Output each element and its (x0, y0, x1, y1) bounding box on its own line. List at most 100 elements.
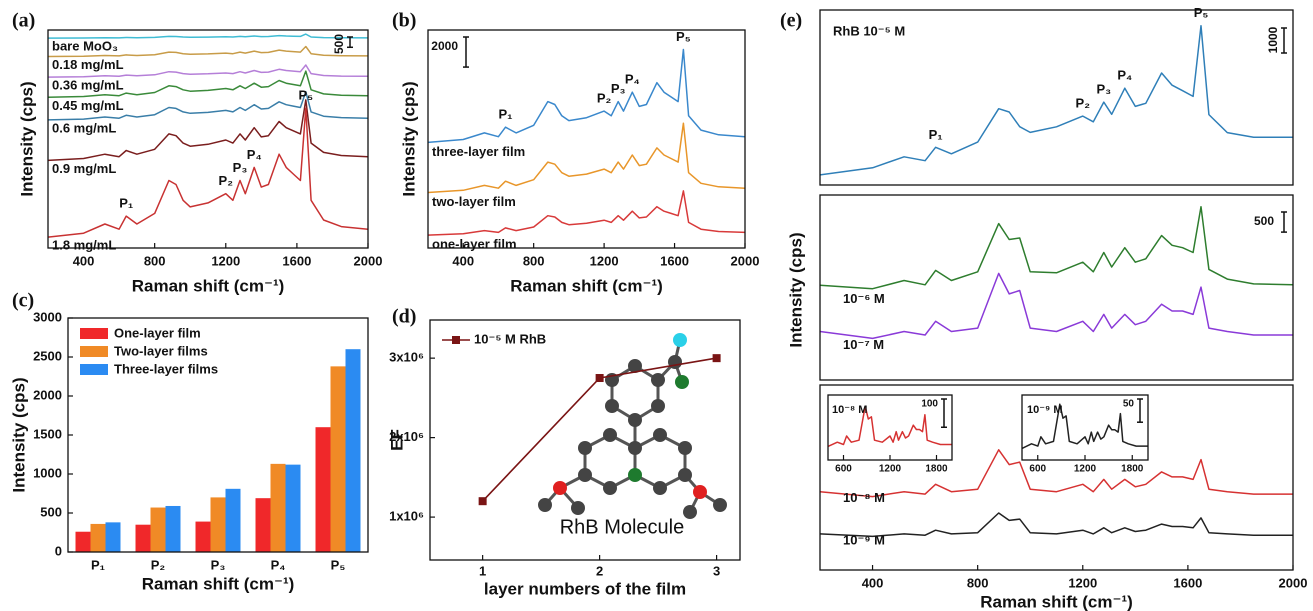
x-tick-label: P₄ (271, 557, 286, 572)
x-tick-label: P₂ (151, 557, 166, 572)
y-tick-label: 1500 (33, 426, 62, 441)
x-tick-label: P₅ (331, 557, 346, 572)
scale-bar-label: 50 (1123, 399, 1135, 410)
y-axis-title: Intensity (cps) (399, 81, 418, 196)
x-tick-label: 2000 (731, 253, 760, 268)
x-tick-label: 800 (967, 575, 989, 590)
x-tick-label: 1200 (1074, 464, 1097, 475)
series-label: 10⁻⁸ M (832, 404, 867, 416)
x-tick-label: 1600 (1173, 575, 1202, 590)
peak-label: P₅ (1194, 5, 1209, 20)
series-label: bare MoO₃ (52, 39, 118, 54)
bar (76, 532, 91, 552)
y-tick-label: 1000 (33, 465, 62, 480)
x-tick-label: 400 (73, 253, 95, 268)
page: {"chart_data": [ {"type": "line", "panel… (0, 0, 1313, 611)
marker (713, 354, 721, 362)
x-axis-title: layer numbers of the film (484, 579, 686, 598)
series-line (820, 513, 1293, 536)
x-tick-label: 1200 (211, 253, 240, 268)
legend-swatch (80, 364, 108, 375)
x-tick-label: 600 (835, 464, 852, 475)
bar (346, 349, 361, 552)
peak-label: P₅ (298, 88, 313, 103)
x-axis-title: Raman shift (cm⁻¹) (142, 574, 295, 593)
bar (331, 366, 346, 552)
x-tick-label: 1800 (1121, 464, 1144, 475)
legend-swatch (80, 346, 108, 357)
peak-label: P₁ (929, 127, 943, 142)
y-axis-title: Intensity (cps) (17, 81, 36, 196)
x-tick-label: 1200 (1068, 575, 1097, 590)
bar (91, 524, 106, 552)
x-tick-label: P₁ (91, 557, 105, 572)
panel-label: (b) (392, 10, 416, 32)
bar (106, 522, 121, 552)
y-tick-label: 1x10⁶ (389, 509, 424, 524)
panel-label: (c) (12, 290, 34, 312)
x-tick-label: 3 (713, 563, 720, 578)
panel-label: (a) (12, 10, 35, 32)
x-tick-label: 400 (862, 575, 884, 590)
series-label: 10⁻⁶ M (843, 291, 885, 306)
x-tick-label: 800 (144, 253, 166, 268)
peak-label: P₂ (1076, 96, 1091, 111)
scale-bar-label: 500 (1254, 214, 1274, 228)
bar (166, 506, 181, 552)
panel-label: (d) (392, 306, 416, 328)
x-tick-label: 1800 (925, 464, 948, 475)
x-tick-label: 2000 (1279, 575, 1308, 590)
y-tick-label: 2500 (33, 348, 62, 363)
scale-bar-label: 2000 (431, 39, 458, 53)
x-tick-label: 2000 (354, 253, 383, 268)
marker (596, 374, 604, 382)
series-label: 10⁻⁹ M (1027, 404, 1062, 416)
bar (286, 465, 301, 552)
scale-bar-label: 500 (332, 34, 346, 54)
series-label: 0.9 mg/mL (52, 161, 116, 176)
series-label: one-layer film (432, 237, 517, 252)
peak-label: P₁ (498, 107, 512, 122)
panel-label: (e) (780, 10, 802, 32)
x-tick-label: 1200 (590, 253, 619, 268)
bar (211, 497, 226, 552)
series-label: two-layer film (432, 194, 516, 209)
legend-label: One-layer film (114, 325, 201, 340)
bar (316, 427, 331, 552)
molecule-caption: RhB Molecule (560, 516, 685, 538)
legend-label: Three-layer films (114, 361, 218, 376)
peak-label: P₂ (597, 91, 612, 106)
plot-frame (820, 195, 1293, 380)
legend-marker (452, 336, 460, 344)
series-label: 10⁻⁸ M (843, 490, 885, 505)
y-tick-label: 3x10⁶ (389, 350, 424, 365)
series-label: 0.6 mg/mL (52, 120, 116, 135)
y-tick-label: 2x10⁶ (389, 429, 424, 444)
x-tick-label: 400 (452, 253, 474, 268)
bar (271, 464, 286, 552)
series-label: RhB 10⁻⁵ M (833, 23, 905, 38)
y-tick-label: 2000 (33, 387, 62, 402)
bar (256, 498, 271, 552)
x-tick-label: 1600 (660, 253, 689, 268)
legend-label: 10⁻⁵ M RhB (474, 331, 546, 346)
x-tick-label: 1 (479, 563, 486, 578)
series-line (428, 50, 745, 143)
x-axis-title: Raman shift (cm⁻¹) (510, 276, 663, 295)
y-tick-label: 0 (55, 543, 62, 558)
peak-label: P₃ (1096, 82, 1111, 97)
legend-swatch (80, 328, 108, 339)
peak-label: P₄ (625, 72, 640, 87)
series-label: 10⁻⁹ M (843, 532, 885, 547)
y-tick-label: 500 (40, 504, 62, 519)
x-tick-label: P₃ (211, 557, 226, 572)
x-tick-label: 1200 (879, 464, 902, 475)
y-axis-title: Intensity (cps) (9, 377, 28, 492)
scale-bar-label: 100 (921, 399, 938, 410)
series-label: 0.18 mg/mL (52, 57, 124, 72)
x-tick-label: 2 (596, 563, 603, 578)
bar (226, 489, 241, 552)
bar (196, 522, 211, 552)
peak-label: P₂ (219, 173, 234, 188)
series-label: 0.45 mg/mL (52, 98, 124, 113)
